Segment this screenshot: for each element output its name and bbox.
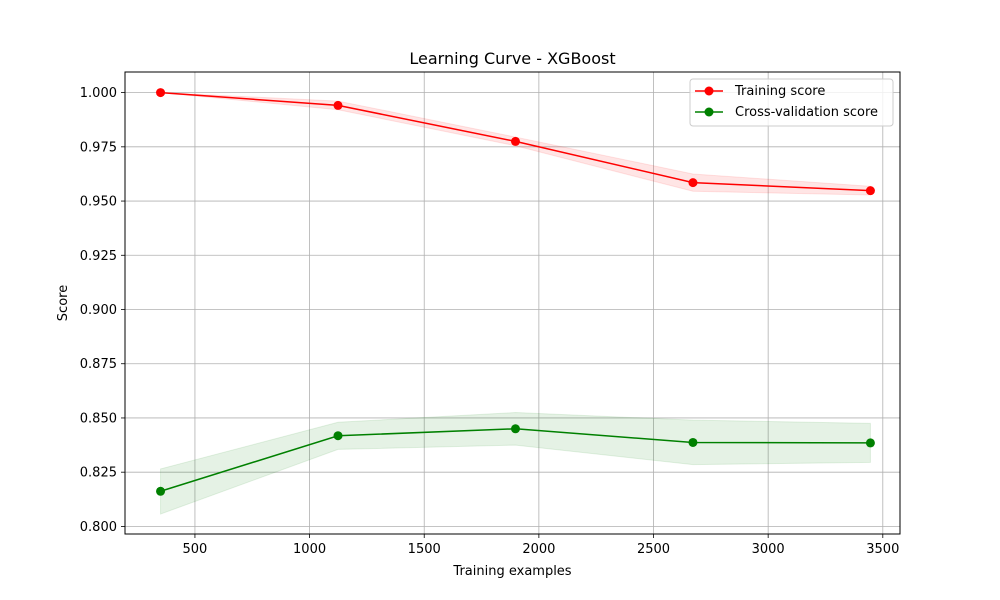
- y-tick-label: 0.950: [80, 195, 117, 210]
- series-lines: [156, 88, 875, 496]
- plot-frame: [124, 71, 901, 535]
- y-tick-label: 1.000: [80, 86, 117, 101]
- y-tick-label: 0.975: [80, 140, 117, 155]
- x-tick-label: 3500: [866, 542, 899, 557]
- legend-box: [689, 78, 894, 127]
- legend-label-cv: Cross-validation score: [735, 105, 878, 120]
- data-point-training: [156, 88, 166, 98]
- legend: Training score Cross-validation score: [689, 78, 894, 127]
- data-point-cv: [333, 431, 343, 441]
- y-tick-label: 0.875: [80, 357, 117, 372]
- x-tick-label: 1500: [408, 542, 441, 557]
- data-point-training: [688, 178, 698, 188]
- data-point-cv: [688, 437, 698, 447]
- x-tick-label: 3000: [752, 542, 785, 557]
- y-tick-label: 0.925: [80, 249, 117, 264]
- x-tick-label: 2000: [522, 542, 555, 557]
- x-tick-label: 2500: [637, 542, 670, 557]
- data-point-cv: [156, 486, 166, 496]
- legend-label-training: Training score: [734, 84, 825, 99]
- chart-title: Learning Curve - XGBoost: [409, 49, 615, 68]
- data-point-training: [333, 100, 343, 110]
- data-point-cv: [510, 424, 520, 434]
- y-tick-label: 0.825: [80, 466, 117, 481]
- x-axis-label: Training examples: [452, 564, 571, 579]
- data-point-training: [865, 186, 875, 196]
- x-tick-label: 500: [183, 542, 208, 557]
- data-point-cv: [865, 438, 875, 448]
- y-tick-label: 0.900: [80, 303, 117, 318]
- data-point-training: [510, 136, 520, 146]
- x-tick-label: 1000: [293, 542, 326, 557]
- legend-marker-training: [704, 86, 714, 96]
- grid-lines: [125, 72, 900, 534]
- legend-marker-cv: [704, 107, 714, 117]
- y-axis-ticks: 0.800 0.825 0.850 0.875 0.900 0.925 0.950 0.975…: [80, 86, 125, 535]
- x-axis-ticks: 500 1000 1500 2000 2500 3000 3500: [183, 534, 899, 557]
- y-axis-label: Score: [56, 285, 71, 321]
- y-tick-label: 0.800: [80, 520, 117, 535]
- y-tick-label: 0.850: [80, 411, 117, 426]
